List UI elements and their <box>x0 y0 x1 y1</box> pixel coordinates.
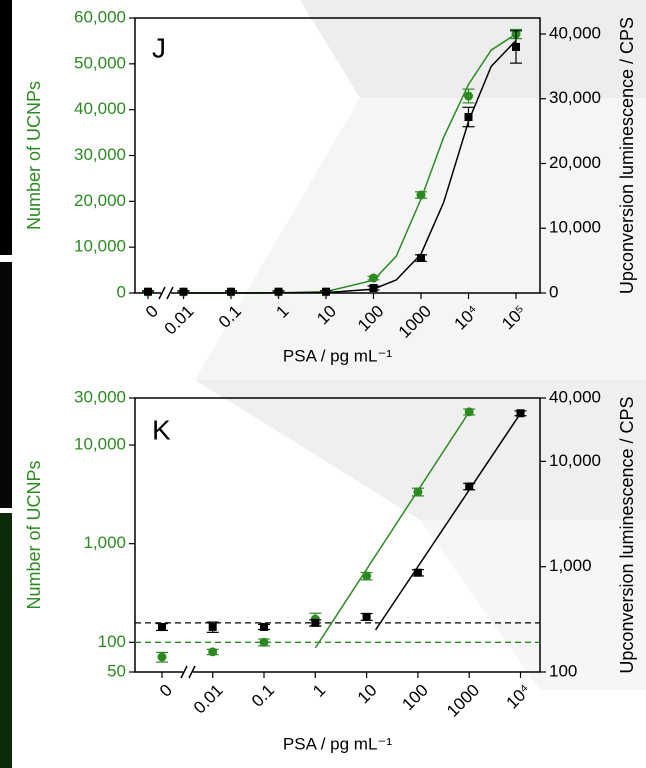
marker <box>465 482 474 491</box>
marker <box>227 287 235 296</box>
y2-tick-label: 10,000 <box>549 451 601 470</box>
y-axis-label: Number of UCNPs <box>24 460 44 609</box>
bg-shape <box>300 0 646 98</box>
axis-break <box>166 286 174 300</box>
marker <box>362 571 372 581</box>
x-tick-label: 0.01 <box>190 681 227 718</box>
y2-axis-label: Upconversion luminescence / CPS <box>617 17 637 294</box>
image-strip <box>0 513 12 768</box>
marker <box>516 409 525 418</box>
axis-break <box>180 665 188 679</box>
y2-tick-label: 40,000 <box>549 387 601 406</box>
axis-break <box>158 286 166 300</box>
marker <box>274 287 283 296</box>
marker <box>259 637 269 647</box>
x-tick-label: 10 <box>354 681 381 708</box>
y-tick-label: 20,000 <box>74 191 126 210</box>
bg-shape <box>195 380 646 520</box>
marker <box>179 287 188 296</box>
fit-line <box>183 39 517 294</box>
y2-tick-label: 30,000 <box>549 88 601 107</box>
y-tick-label: 10,000 <box>74 435 126 454</box>
axis-break-gap <box>161 290 171 296</box>
x-tick-label: 0 <box>142 302 162 322</box>
y2-tick-label: 0 <box>549 282 558 301</box>
image-strip <box>0 0 12 255</box>
y-axis-label: Number of UCNPs <box>24 81 44 230</box>
marker <box>417 254 425 263</box>
marker <box>464 91 473 101</box>
bg-shape <box>420 520 646 690</box>
x-tick-label: 10⁴ <box>503 681 535 713</box>
x-axis-label: PSA / pg mL⁻¹ <box>283 734 392 753</box>
marker <box>464 113 473 122</box>
y-tick-label: 60,000 <box>74 7 126 26</box>
marker <box>464 407 474 417</box>
marker <box>413 568 422 577</box>
y-tick-label: 10,000 <box>74 237 126 256</box>
marker <box>369 273 378 283</box>
x-tick-label: 1000 <box>443 681 483 721</box>
y-tick-label: 1,000 <box>83 533 126 552</box>
axis-break-gap <box>183 669 193 675</box>
x-tick-label: 0.1 <box>248 681 278 711</box>
y-tick-label: 50 <box>107 661 126 680</box>
marker <box>311 618 320 627</box>
y2-tick-label: 10,000 <box>549 218 601 237</box>
axis-break <box>188 665 196 679</box>
y2-tick-label: 20,000 <box>549 153 601 172</box>
x-tick-label: 100 <box>398 681 431 714</box>
y2-axis-label: Upconversion luminescence / CPS <box>617 396 637 673</box>
fit-line <box>314 411 470 649</box>
y-tick-label: 30,000 <box>74 145 126 164</box>
y2-tick-label: 100 <box>549 661 577 680</box>
marker <box>512 42 520 51</box>
x-tick-label: 1 <box>309 681 329 701</box>
marker <box>369 284 378 293</box>
x-tick-label: 0 <box>156 681 176 701</box>
marker <box>413 487 423 497</box>
x-axis-label: PSA / pg mL⁻¹ <box>283 346 392 365</box>
y-tick-label: 30,000 <box>74 387 126 406</box>
y2-tick-label: 40,000 <box>549 23 601 42</box>
bg-shape <box>195 98 646 380</box>
marker <box>362 612 371 621</box>
marker <box>158 622 166 631</box>
marker <box>416 190 426 200</box>
y-tick-label: 50,000 <box>74 53 126 72</box>
image-strip <box>0 262 12 508</box>
panel-letter: J <box>152 32 166 63</box>
marker <box>322 287 330 296</box>
fit-line <box>374 412 522 631</box>
y-tick-label: 40,000 <box>74 99 126 118</box>
x-tick-label: 0.01 <box>161 302 198 339</box>
marker <box>157 652 167 662</box>
marker <box>208 622 217 631</box>
marker <box>260 622 268 631</box>
marker <box>144 287 152 296</box>
plot-frame <box>134 397 541 673</box>
panel-letter: K <box>152 414 171 445</box>
y2-tick-label: 1,000 <box>549 556 592 575</box>
y-tick-label: 100 <box>98 632 126 651</box>
marker <box>208 647 218 657</box>
y-tick-label: 0 <box>117 282 126 301</box>
